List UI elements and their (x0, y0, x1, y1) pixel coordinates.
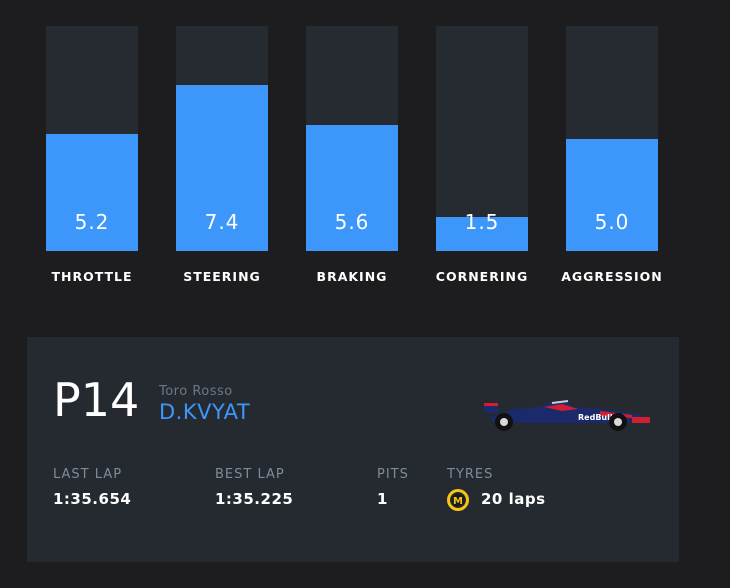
rating-label: THROTTLE (51, 269, 133, 284)
rating-braking: 5.6 BRAKING (306, 26, 398, 284)
car-livery-image: RedBull (484, 400, 650, 431)
rating-value: 5.2 (74, 210, 110, 234)
rating-value: 1.5 (464, 210, 500, 234)
driver-card[interactable]: P14 Toro Rosso D.KVYAT RedBull LAST LAP … (27, 337, 679, 562)
last-lap-value: 1:35.654 (53, 490, 132, 508)
rating-bar-track: 5.2 (46, 26, 138, 251)
rating-bar-track: 5.6 (306, 26, 398, 251)
tyres-value: 20 laps (481, 490, 546, 508)
rating-label: CORNERING (435, 269, 529, 284)
rating-cornering: 1.5 CORNERING (436, 26, 528, 284)
rating-bar-fill (436, 217, 528, 251)
rating-label: STEERING (183, 269, 261, 284)
pits-label: PITS (377, 467, 409, 482)
tyre-compound-letter: M (453, 496, 463, 507)
rating-bar-fill (46, 134, 138, 251)
rating-value: 5.0 (594, 210, 630, 234)
rating-bar-fill (176, 84, 268, 251)
race-position: P14 (53, 373, 140, 427)
rating-bar-track: 7.4 (176, 26, 268, 251)
rating-bar-fill (566, 138, 658, 251)
rating-value: 7.4 (204, 210, 240, 234)
svg-text:RedBull: RedBull (578, 413, 613, 422)
driver-name: D.KVYAT (159, 400, 251, 424)
rating-bar-track: 5.0 (566, 26, 658, 251)
tyres-label: TYRES (447, 467, 494, 482)
rating-throttle: 5.2 THROTTLE (46, 26, 138, 284)
medium-tyre-icon: M (447, 489, 469, 511)
last-lap-label: LAST LAP (53, 467, 123, 482)
best-lap-label: BEST LAP (215, 467, 285, 482)
pits-value: 1 (377, 490, 388, 508)
rating-bar-track: 1.5 (436, 26, 528, 251)
rating-steering: 7.4 STEERING (176, 26, 268, 284)
rating-aggression: 5.0 AGGRESSION (561, 26, 662, 284)
driver-ratings-panel: 5.2 THROTTLE 7.4 STEERING 5.6 BRAKING 1.… (46, 26, 662, 284)
rating-bar-fill (306, 125, 398, 251)
team-name: Toro Rosso (159, 384, 233, 399)
best-lap-value: 1:35.225 (215, 490, 294, 508)
rating-label: AGGRESSION (561, 269, 663, 284)
rating-value: 5.6 (334, 210, 370, 234)
rating-label: BRAKING (316, 269, 388, 284)
